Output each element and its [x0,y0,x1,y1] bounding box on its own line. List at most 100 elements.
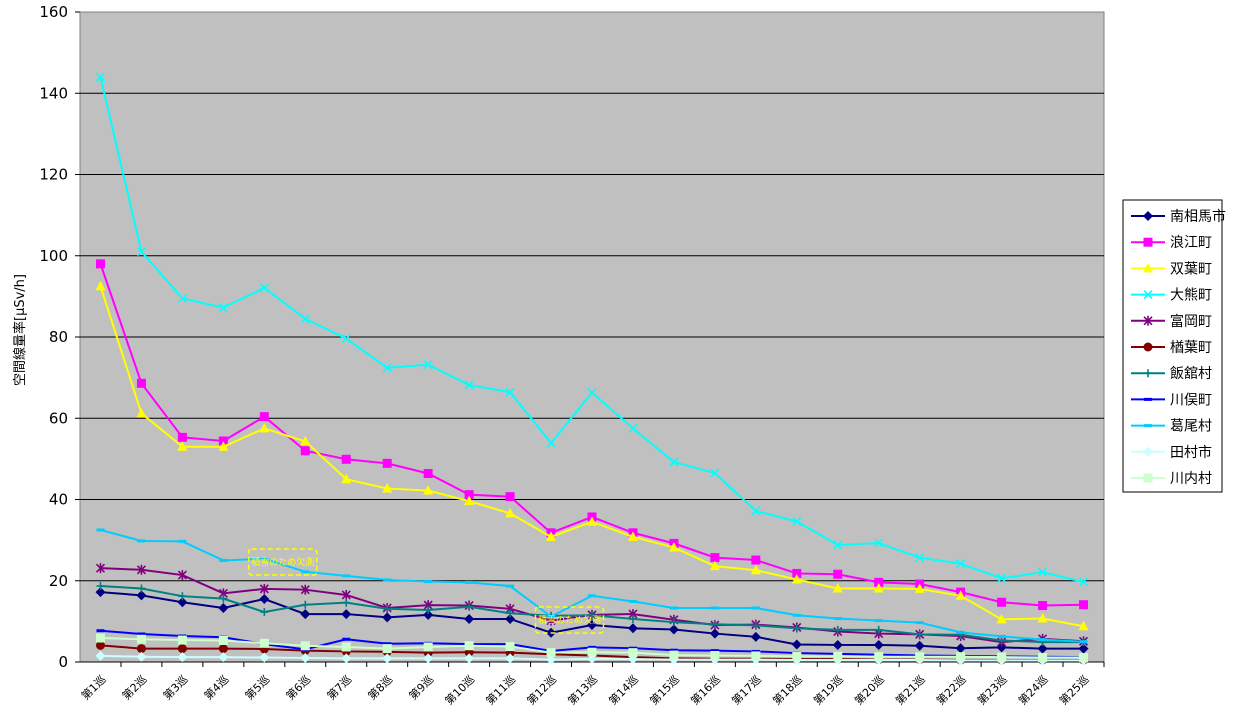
data-point [95,650,106,661]
series-3 [95,72,1089,587]
data-point [874,619,883,623]
y-tick-label: 60 [49,409,68,427]
data-point [874,538,884,548]
legend-entry: 富岡町 [1131,313,1212,330]
data-point [915,652,925,662]
data-point [95,587,106,598]
data-point [506,584,515,588]
legend-marker [1143,262,1153,273]
data-point [464,613,475,624]
data-point [382,483,393,493]
x-tick-label: 第5巡 [242,672,272,702]
data-point [709,628,720,639]
data-point [137,584,146,593]
data-point [259,638,269,648]
series-2 [95,280,1089,631]
data-point [95,259,105,269]
data-point [546,648,556,658]
data-point [751,506,761,516]
data-point [177,293,187,303]
legend-label: 大熊町 [1170,288,1212,304]
data-point [136,407,147,418]
x-tick-label: 第15巡 [647,672,682,707]
x-tick-label: 第2巡 [119,672,149,702]
x-tick-label: 第24巡 [1015,672,1050,707]
data-point [300,314,310,324]
data-point [95,72,106,82]
data-point [791,574,802,584]
legend-label: 川内村 [1170,471,1212,487]
data-point [669,606,678,610]
data-point [342,598,351,607]
data-point [587,516,597,526]
data-point [218,303,228,313]
data-point [341,589,351,600]
legend-entry: 飯舘村 [1131,365,1212,382]
data-point [627,623,638,634]
data-point [1078,620,1089,631]
data-point [342,574,351,578]
data-point [750,564,761,575]
data-point [423,485,434,495]
data-point [1037,567,1048,577]
x-tick-label: 第3巡 [160,672,190,702]
x-axis-ticks: 第1巡 第2巡 第3巡 第4巡 第5巡 第6巡 第7巡 第8巡 第9巡 第10巡 第11巡 第12巡第… [78,662,1105,708]
data-point [914,640,925,651]
data-point [300,446,310,456]
legend-label: 楢葉町 [1170,340,1212,356]
legend-label: 田村市 [1170,444,1212,461]
data-point [136,651,147,662]
data-point [710,649,719,653]
data-point [464,641,474,651]
data-point [382,644,392,654]
data-point [95,280,106,291]
legend-marker [1143,315,1153,326]
legend-entry: 大熊町 [1131,288,1212,304]
legend-marker [1144,424,1152,428]
data-point [178,539,187,543]
data-point [628,599,637,603]
data-point [750,631,761,642]
data-point [751,621,760,630]
data-point [587,620,597,631]
data-point [710,620,719,629]
data-point [177,635,187,645]
x-tick-label: 第22巡 [933,672,968,707]
data-point [137,632,146,636]
data-point [1037,613,1048,623]
data-point [588,611,596,620]
x-tick-label: 第7巡 [324,672,354,702]
data-point [669,648,678,652]
data-point [873,582,884,593]
series-0 [95,587,1089,654]
data-point [177,644,187,654]
legend-label: 富岡町 [1170,313,1212,330]
data-point [136,634,146,644]
y-tick-label: 40 [49,491,68,509]
annotation-box [534,606,605,634]
data-point [1079,600,1089,610]
x-tick-label: 第11巡 [483,672,518,707]
data-point [833,625,842,634]
data-point [383,642,392,646]
data-point [383,578,392,582]
data-point [300,584,310,595]
data-point [832,639,843,650]
data-point [628,614,637,623]
data-point [833,651,843,661]
data-point [301,600,310,609]
data-point [1078,643,1089,654]
legend-label: 双葉町 [1170,261,1212,277]
data-point [956,559,966,569]
x-tick-label: 第1巡 [78,672,108,702]
legend-entry: 浪江町 [1131,235,1212,251]
data-point [464,380,474,390]
data-point [465,580,474,584]
data-point [955,590,966,600]
data-point [464,495,475,506]
x-tick-label: 第9巡 [406,672,436,702]
series-8 [96,528,1088,644]
data-point [505,507,516,518]
data-point [218,602,229,613]
data-point [96,528,105,532]
